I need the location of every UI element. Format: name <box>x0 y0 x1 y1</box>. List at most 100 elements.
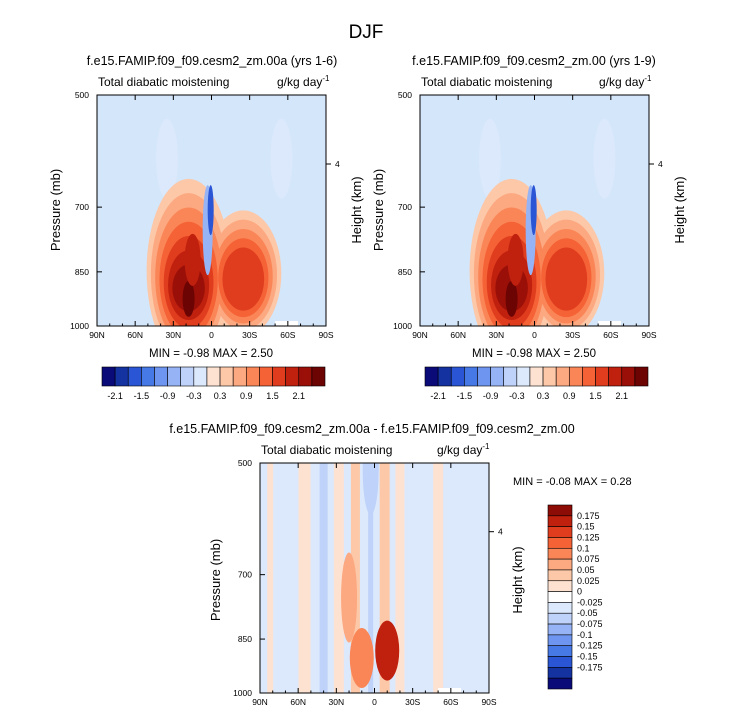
panel-1-title: f.e15.FAMIP.f09_f09.cesm2_zm.00a (yrs 1-… <box>87 54 338 68</box>
colorbar-label: -0.9 <box>483 391 499 401</box>
panel-3-ylabel-right: Height (km) <box>510 546 525 613</box>
colorbar-box <box>154 366 168 387</box>
panel-3-title: f.e15.FAMIP.f09_f09.cesm2_zm.00a - f.e15… <box>169 422 574 436</box>
colorbar-box <box>127 366 142 387</box>
streak-band <box>267 463 274 693</box>
x-tick-label: 60N <box>450 330 466 340</box>
y-tick-label: 1000 <box>393 321 412 331</box>
panel-2-axes: 90N 60N 30N 0 30S 60S 90S 500 700 850 1000 4 <box>393 90 663 340</box>
streak-band <box>395 463 405 693</box>
panel-2-units: g/kg day-1 <box>599 74 652 89</box>
panel-3-contour-field <box>260 463 489 693</box>
colorbar-label: -1.5 <box>457 391 473 401</box>
streak-band <box>368 463 374 693</box>
negative-region-aloft <box>593 118 616 199</box>
y-tick-label: 500 <box>398 90 412 100</box>
colorbar-label: 0 <box>577 587 582 597</box>
height-tick-label: 4 <box>335 159 340 169</box>
streak-band <box>457 463 470 693</box>
colorbar-label: 0.125 <box>577 532 600 542</box>
colorbar-label: -0.025 <box>577 597 603 607</box>
x-tick-label: 30S <box>242 330 257 340</box>
colorbar-box <box>634 366 649 387</box>
colorbar-box <box>547 515 573 527</box>
panel-1-colorbar: -2.1 -1.5 -0.9 -0.3 0.3 0.9 1.5 2.1 <box>101 366 326 401</box>
colorbar-box <box>547 537 573 549</box>
colorbar-box <box>542 366 557 387</box>
colorbar-label: 0.3 <box>537 391 550 401</box>
colorbar-label: 0.025 <box>577 576 600 586</box>
colorbar-box <box>101 366 116 387</box>
panel-2-colorbar: -2.1 -1.5 -0.9 -0.3 0.3 0.9 1.5 2.1 <box>424 366 649 401</box>
panel-2-units-sup: -1 <box>644 74 652 83</box>
negative-region-aloft <box>270 118 293 199</box>
colorbar-label: -1.5 <box>134 391 150 401</box>
equatorial-negative-core-inner <box>530 185 537 236</box>
colorbar-label: -0.3 <box>186 391 202 401</box>
colorbar-box <box>490 366 505 387</box>
colorbar-box <box>547 677 573 690</box>
panel-1-axes: 90N 60N 30N 0 30S 60S 90S 500 700 850 1000 4 <box>70 90 340 340</box>
positive-anomaly-core <box>382 642 393 667</box>
colorbar-box <box>219 366 234 387</box>
y-tick-label: 700 <box>75 202 89 212</box>
panel-2-ylabel: Pressure (mb) <box>371 169 386 251</box>
streak-band <box>319 463 328 693</box>
panel-3-units-text: g/kg day <box>437 443 482 457</box>
x-tick-label: 30N <box>329 697 345 707</box>
panel-1-units-sup: -1 <box>322 74 330 83</box>
panel-3-units: g/kg day-1 <box>437 442 490 457</box>
colorbar-label: -0.3 <box>509 391 525 401</box>
colorbar-box <box>547 558 573 571</box>
streak-band <box>433 463 444 693</box>
colorbar-label: 0.9 <box>563 391 576 401</box>
y-tick-label: 850 <box>75 267 89 277</box>
colorbar-box <box>547 547 573 560</box>
x-tick-label: 30S <box>405 697 420 707</box>
below-surface-mask <box>275 320 299 326</box>
negative-anomaly <box>404 529 421 620</box>
panel-2-contour-field <box>420 95 649 326</box>
x-tick-label: 60S <box>443 697 458 707</box>
colorbar-label: 0.3 <box>214 391 227 401</box>
x-tick-label: 90S <box>481 697 496 707</box>
colorbar-box <box>547 656 573 668</box>
colorbar-box <box>516 366 531 387</box>
colorbar-label: -0.125 <box>577 641 603 651</box>
colorbar-box <box>206 366 221 387</box>
colorbar-box <box>285 366 300 387</box>
y-tick-label: 500 <box>238 458 252 468</box>
height-tick-label: 4 <box>498 527 503 537</box>
panel-3-left-label: Total diabatic moistening <box>261 443 392 457</box>
colorbar-label: 1.5 <box>589 391 602 401</box>
panel-3-axes: 90N 60N 30N 0 30S 60S 90S 500 700 850 1000 4 <box>233 458 503 707</box>
positive-anomaly-core <box>356 650 367 675</box>
colorbar-box <box>547 634 573 647</box>
panel-1-ylabel: Pressure (mb) <box>48 169 63 251</box>
colorbar-box <box>547 526 573 538</box>
panel-1-units-text: g/kg day <box>277 75 322 89</box>
colorbar-label: -2.1 <box>107 391 123 401</box>
colorbar-box <box>547 569 573 582</box>
panel-2-title: f.e15.FAMIP.f09_f09.cesm2_zm.00 (yrs 1-9… <box>412 54 656 68</box>
colorbar-box <box>503 366 518 387</box>
maximum-core <box>182 280 195 317</box>
colorbar-label: 1.5 <box>266 391 279 401</box>
y-tick-label: 500 <box>75 90 89 100</box>
x-tick-label: 90N <box>89 330 105 340</box>
x-tick-label: 30S <box>565 330 580 340</box>
colorbar-box <box>608 366 623 387</box>
colorbar-box <box>114 366 129 387</box>
colorbar-label: -0.15 <box>577 652 598 662</box>
negative-anomaly <box>362 463 379 515</box>
panel-1-contour-field <box>97 95 326 326</box>
colorbar-box <box>568 366 583 387</box>
panel-3-units-sup: -1 <box>482 442 490 451</box>
negative-region-aloft <box>478 118 501 199</box>
colorbar-box <box>547 580 573 592</box>
x-tick-label: 30N <box>489 330 505 340</box>
colorbar-box <box>437 366 452 387</box>
colorbar-label: 0.05 <box>577 565 595 575</box>
colorbar-box <box>180 366 195 387</box>
